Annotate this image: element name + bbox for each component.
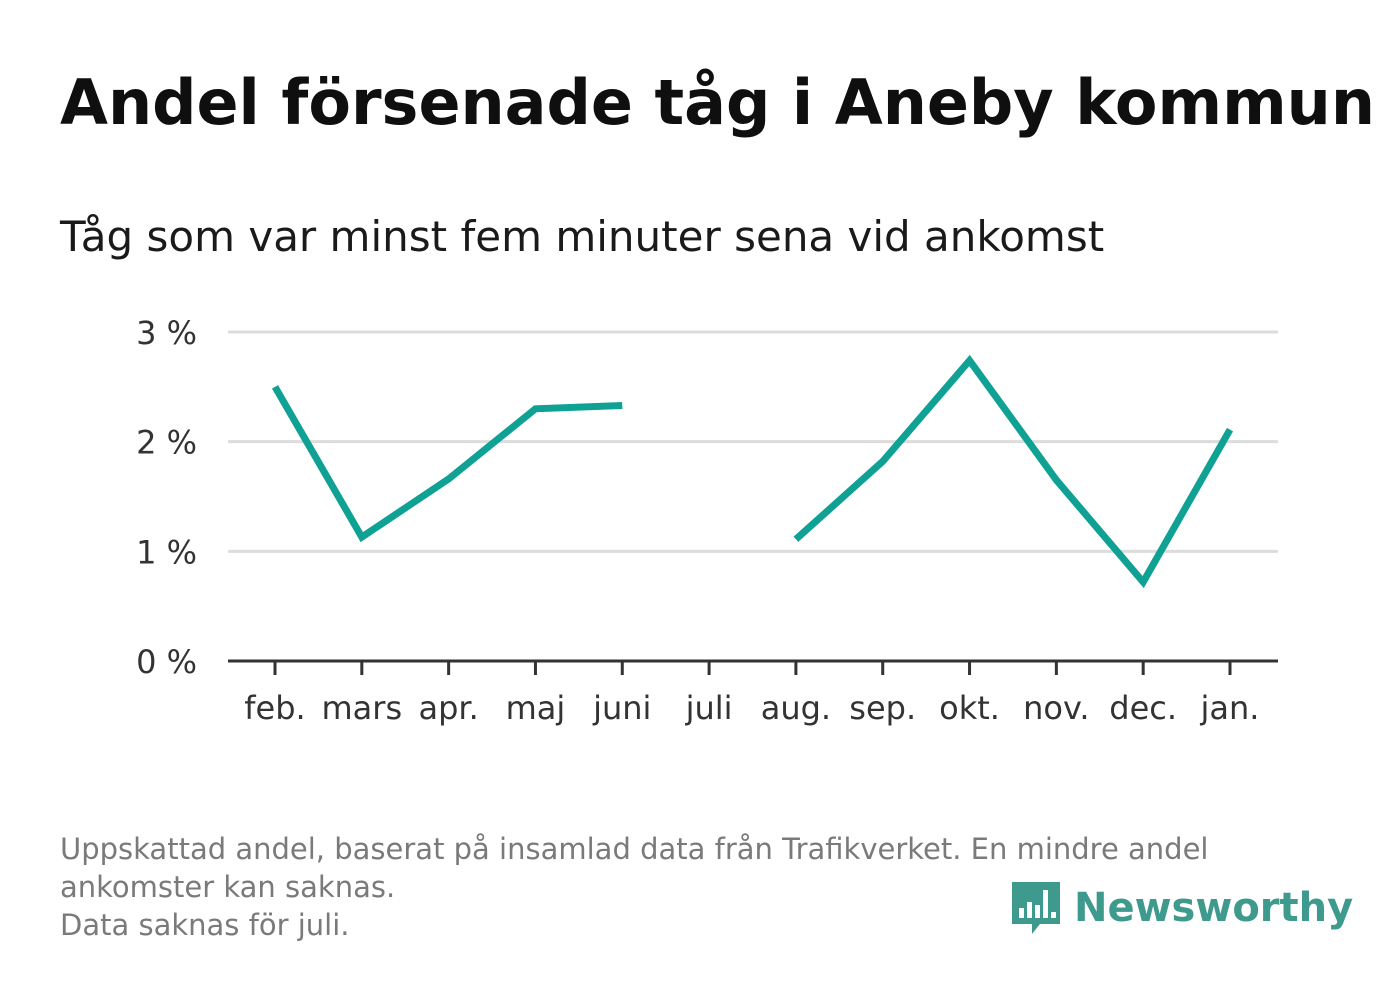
footer-line-2: ankomster kan saknas. <box>60 870 396 904</box>
x-tick-label: juni <box>592 689 651 727</box>
x-tick-label: sep. <box>849 689 916 727</box>
x-tick-label: maj <box>506 689 566 727</box>
x-tick-label: aug. <box>761 689 831 727</box>
x-tick-label: nov. <box>1023 689 1089 727</box>
footer-line-3: Data saknas för juli. <box>60 908 350 942</box>
x-tick-label: dec. <box>1109 689 1177 727</box>
x-tick-label: juli <box>685 689 733 727</box>
x-tick-label: mars <box>322 689 403 727</box>
bar-chart-speech-bubble-icon <box>1012 882 1060 934</box>
y-tick-label: 3 % <box>136 314 197 352</box>
footer-line-1: Uppskattad andel, baserat på insamlad da… <box>60 832 1209 866</box>
x-tick-label: apr. <box>418 689 478 727</box>
newsworthy-logo: Newsworthy <box>1010 878 1353 938</box>
y-axis-ticks: 0 % 1 % 2 % 3 % <box>136 314 197 681</box>
logo-text: Newsworthy <box>1074 885 1354 931</box>
gridlines <box>228 330 1278 553</box>
series-line <box>271 385 623 543</box>
x-axis: feb. mars apr. maj juni juli aug. sep. okt. nov. d… <box>228 659 1278 727</box>
y-tick-label: 1 % <box>136 533 197 571</box>
y-tick-label: 2 % <box>136 424 197 462</box>
footer-note: Uppskattad andel, baserat på insamlad da… <box>60 830 1208 944</box>
x-tick-label: feb. <box>244 689 305 727</box>
series-lines <box>271 354 1234 589</box>
y-tick-label: 0 % <box>136 643 197 681</box>
series-line <box>793 354 1234 589</box>
chart-title: Andel försenade tåg i Aneby kommun <box>60 66 1375 139</box>
x-tick-label: okt. <box>939 689 1000 727</box>
x-tick-label: jan. <box>1200 689 1260 727</box>
chart-subtitle: Tåg som var minst fem minuter sena vid a… <box>60 212 1105 261</box>
